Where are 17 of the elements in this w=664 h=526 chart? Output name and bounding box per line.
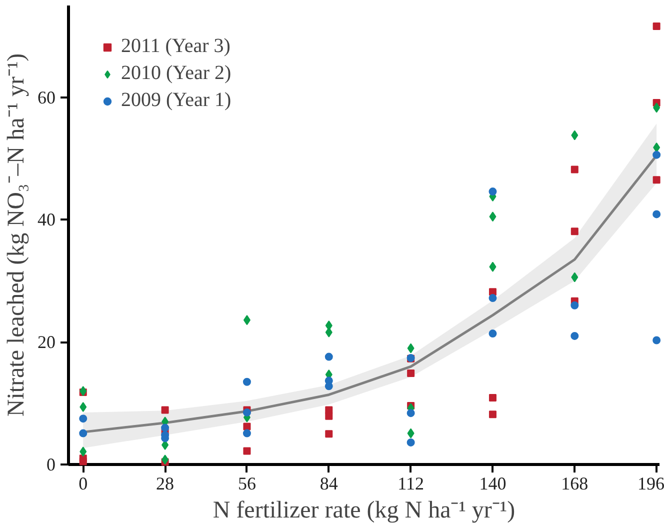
y-tick-label: 0 xyxy=(46,454,56,474)
x-tick-label: 56 xyxy=(238,474,256,494)
legend-label: 2010 (Year 2) xyxy=(121,62,232,85)
x-tick-label: 84 xyxy=(320,474,338,494)
x-tick-label: 168 xyxy=(561,474,588,494)
y-tick-label: 40 xyxy=(38,210,56,230)
y-tick-label: 60 xyxy=(38,87,56,108)
y-axis-title: Nitrate leached (kg NO₃⁻–N ha⁻¹ yr⁻¹) xyxy=(4,53,30,417)
x-tick-label: 140 xyxy=(479,474,506,494)
x-tick-label: 0 xyxy=(78,474,88,494)
x-tick-label: 28 xyxy=(156,474,174,494)
x-tick-label: 196 xyxy=(638,474,664,494)
y-tick-label: 20 xyxy=(38,332,56,352)
legend-label: 2009 (Year 1) xyxy=(121,89,232,112)
legend-label: 2011 (Year 3) xyxy=(121,35,230,58)
x-tick-label: 112 xyxy=(398,474,424,494)
x-axis-title: N fertilizer rate (kg N ha⁻¹ yr⁻¹) xyxy=(212,498,516,524)
